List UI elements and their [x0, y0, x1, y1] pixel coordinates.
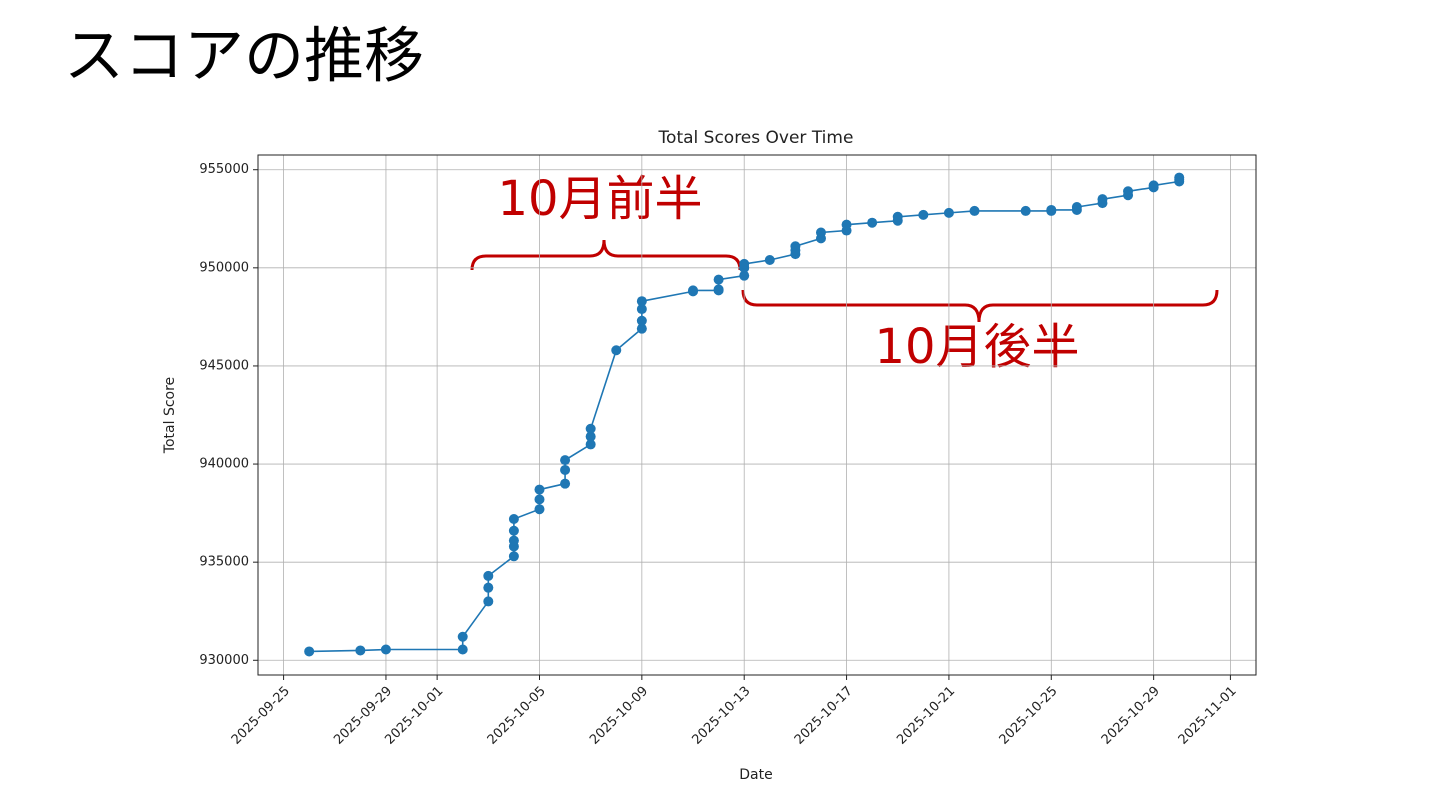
y-tick-label: 930000	[199, 653, 249, 668]
brace	[470, 239, 742, 271]
slide-title: スコアの推移	[64, 22, 424, 92]
point	[892, 211, 903, 222]
point	[790, 241, 801, 252]
point	[636, 304, 647, 315]
point	[483, 570, 494, 581]
annotation: 10月後半	[874, 319, 1079, 375]
point	[764, 254, 775, 265]
point	[483, 582, 494, 593]
point	[918, 209, 929, 220]
point	[1046, 204, 1057, 215]
x-tick-label: 2025-10-09	[587, 684, 651, 748]
chart-title: Total Scores Over Time	[658, 128, 854, 148]
point	[585, 431, 596, 442]
x-tick-label: 2025-10-21	[894, 684, 958, 748]
point	[867, 217, 878, 228]
point	[508, 525, 519, 536]
point	[560, 464, 571, 475]
point	[534, 484, 545, 495]
plot-frame	[257, 154, 1257, 676]
x-tick-label: 2025-10-25	[997, 684, 1061, 748]
point	[739, 270, 750, 281]
point	[508, 551, 519, 562]
y-tick-label: 950000	[199, 260, 249, 275]
point	[508, 535, 519, 546]
point	[636, 296, 647, 307]
point	[815, 227, 826, 238]
point	[560, 455, 571, 466]
y-tick-label: 945000	[199, 358, 249, 373]
brace	[741, 289, 1219, 323]
point	[457, 631, 468, 642]
point	[841, 219, 852, 230]
y-tick-label: 935000	[199, 555, 249, 570]
x-tick-label: 2025-10-13	[689, 684, 753, 748]
point	[585, 423, 596, 434]
point	[483, 596, 494, 607]
point	[560, 478, 571, 489]
x-tick-label: 2025-09-25	[229, 684, 293, 748]
point	[636, 323, 647, 334]
point	[534, 504, 545, 515]
point	[739, 258, 750, 269]
y-tick-label: 940000	[199, 457, 249, 472]
point	[969, 205, 980, 216]
x-tick-label: 2025-10-05	[485, 684, 549, 748]
y-axis-label: Total Score	[162, 377, 178, 454]
point	[355, 645, 366, 656]
y-tick-label: 955000	[199, 162, 249, 177]
x-axis-label: Date	[739, 767, 772, 783]
x-tick-label: 2025-11-01	[1176, 684, 1240, 748]
point	[457, 644, 468, 655]
point	[1123, 186, 1134, 197]
point	[713, 274, 724, 285]
x-tick-label: 2025-10-17	[792, 684, 856, 748]
point	[585, 439, 596, 450]
annotation: 10月前半	[497, 171, 702, 227]
point	[534, 494, 545, 505]
point	[380, 644, 391, 655]
point	[611, 345, 622, 356]
point	[304, 646, 315, 657]
point	[1071, 202, 1082, 212]
point	[688, 285, 699, 296]
point	[1020, 205, 1031, 216]
point	[636, 315, 647, 326]
point	[1097, 194, 1108, 205]
point	[713, 284, 724, 295]
x-tick-label: 2025-10-29	[1099, 684, 1163, 748]
point	[1148, 180, 1159, 191]
point	[508, 514, 519, 524]
point	[1174, 172, 1185, 183]
point	[943, 207, 954, 218]
